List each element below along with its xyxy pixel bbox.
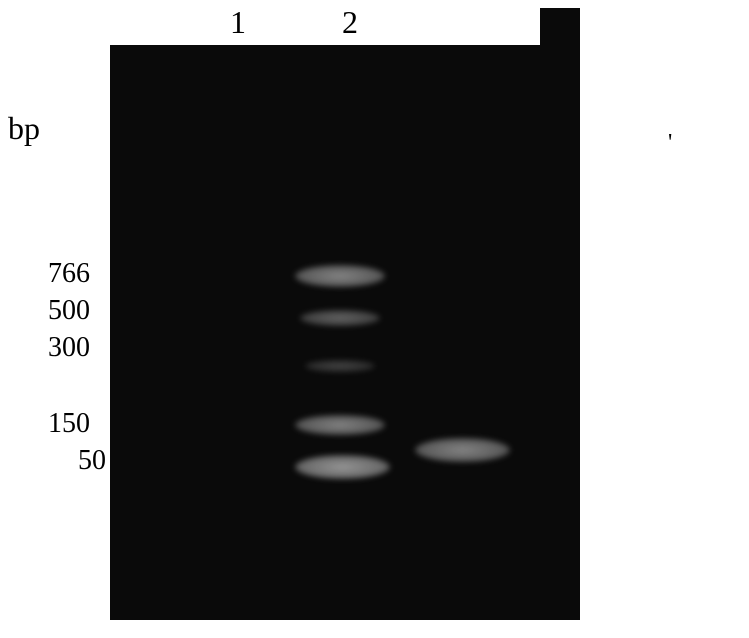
lane-1-label: 1	[230, 4, 246, 41]
band-lane2-500	[300, 310, 380, 326]
marker-150-label: 150	[30, 408, 90, 440]
gel-notch	[540, 8, 580, 48]
lane-2-label: 2	[342, 4, 358, 41]
marker-766-label: 766	[30, 258, 90, 290]
bp-unit-label: bp	[8, 110, 40, 147]
band-lane2-50	[295, 455, 390, 479]
marker-300-label: 300	[30, 332, 90, 364]
band-lane2-150	[295, 415, 385, 435]
gel-image	[110, 45, 580, 620]
band-lane2-300	[305, 360, 375, 372]
stray-mark: '	[668, 130, 672, 157]
band-lane2-766	[295, 265, 385, 287]
band-lane3-sample	[415, 438, 510, 462]
gel-electrophoresis-figure: 1 2 bp 766 500 300 150 50 '	[0, 0, 749, 638]
marker-500-label: 500	[30, 295, 90, 327]
marker-50-label: 50	[46, 445, 106, 477]
